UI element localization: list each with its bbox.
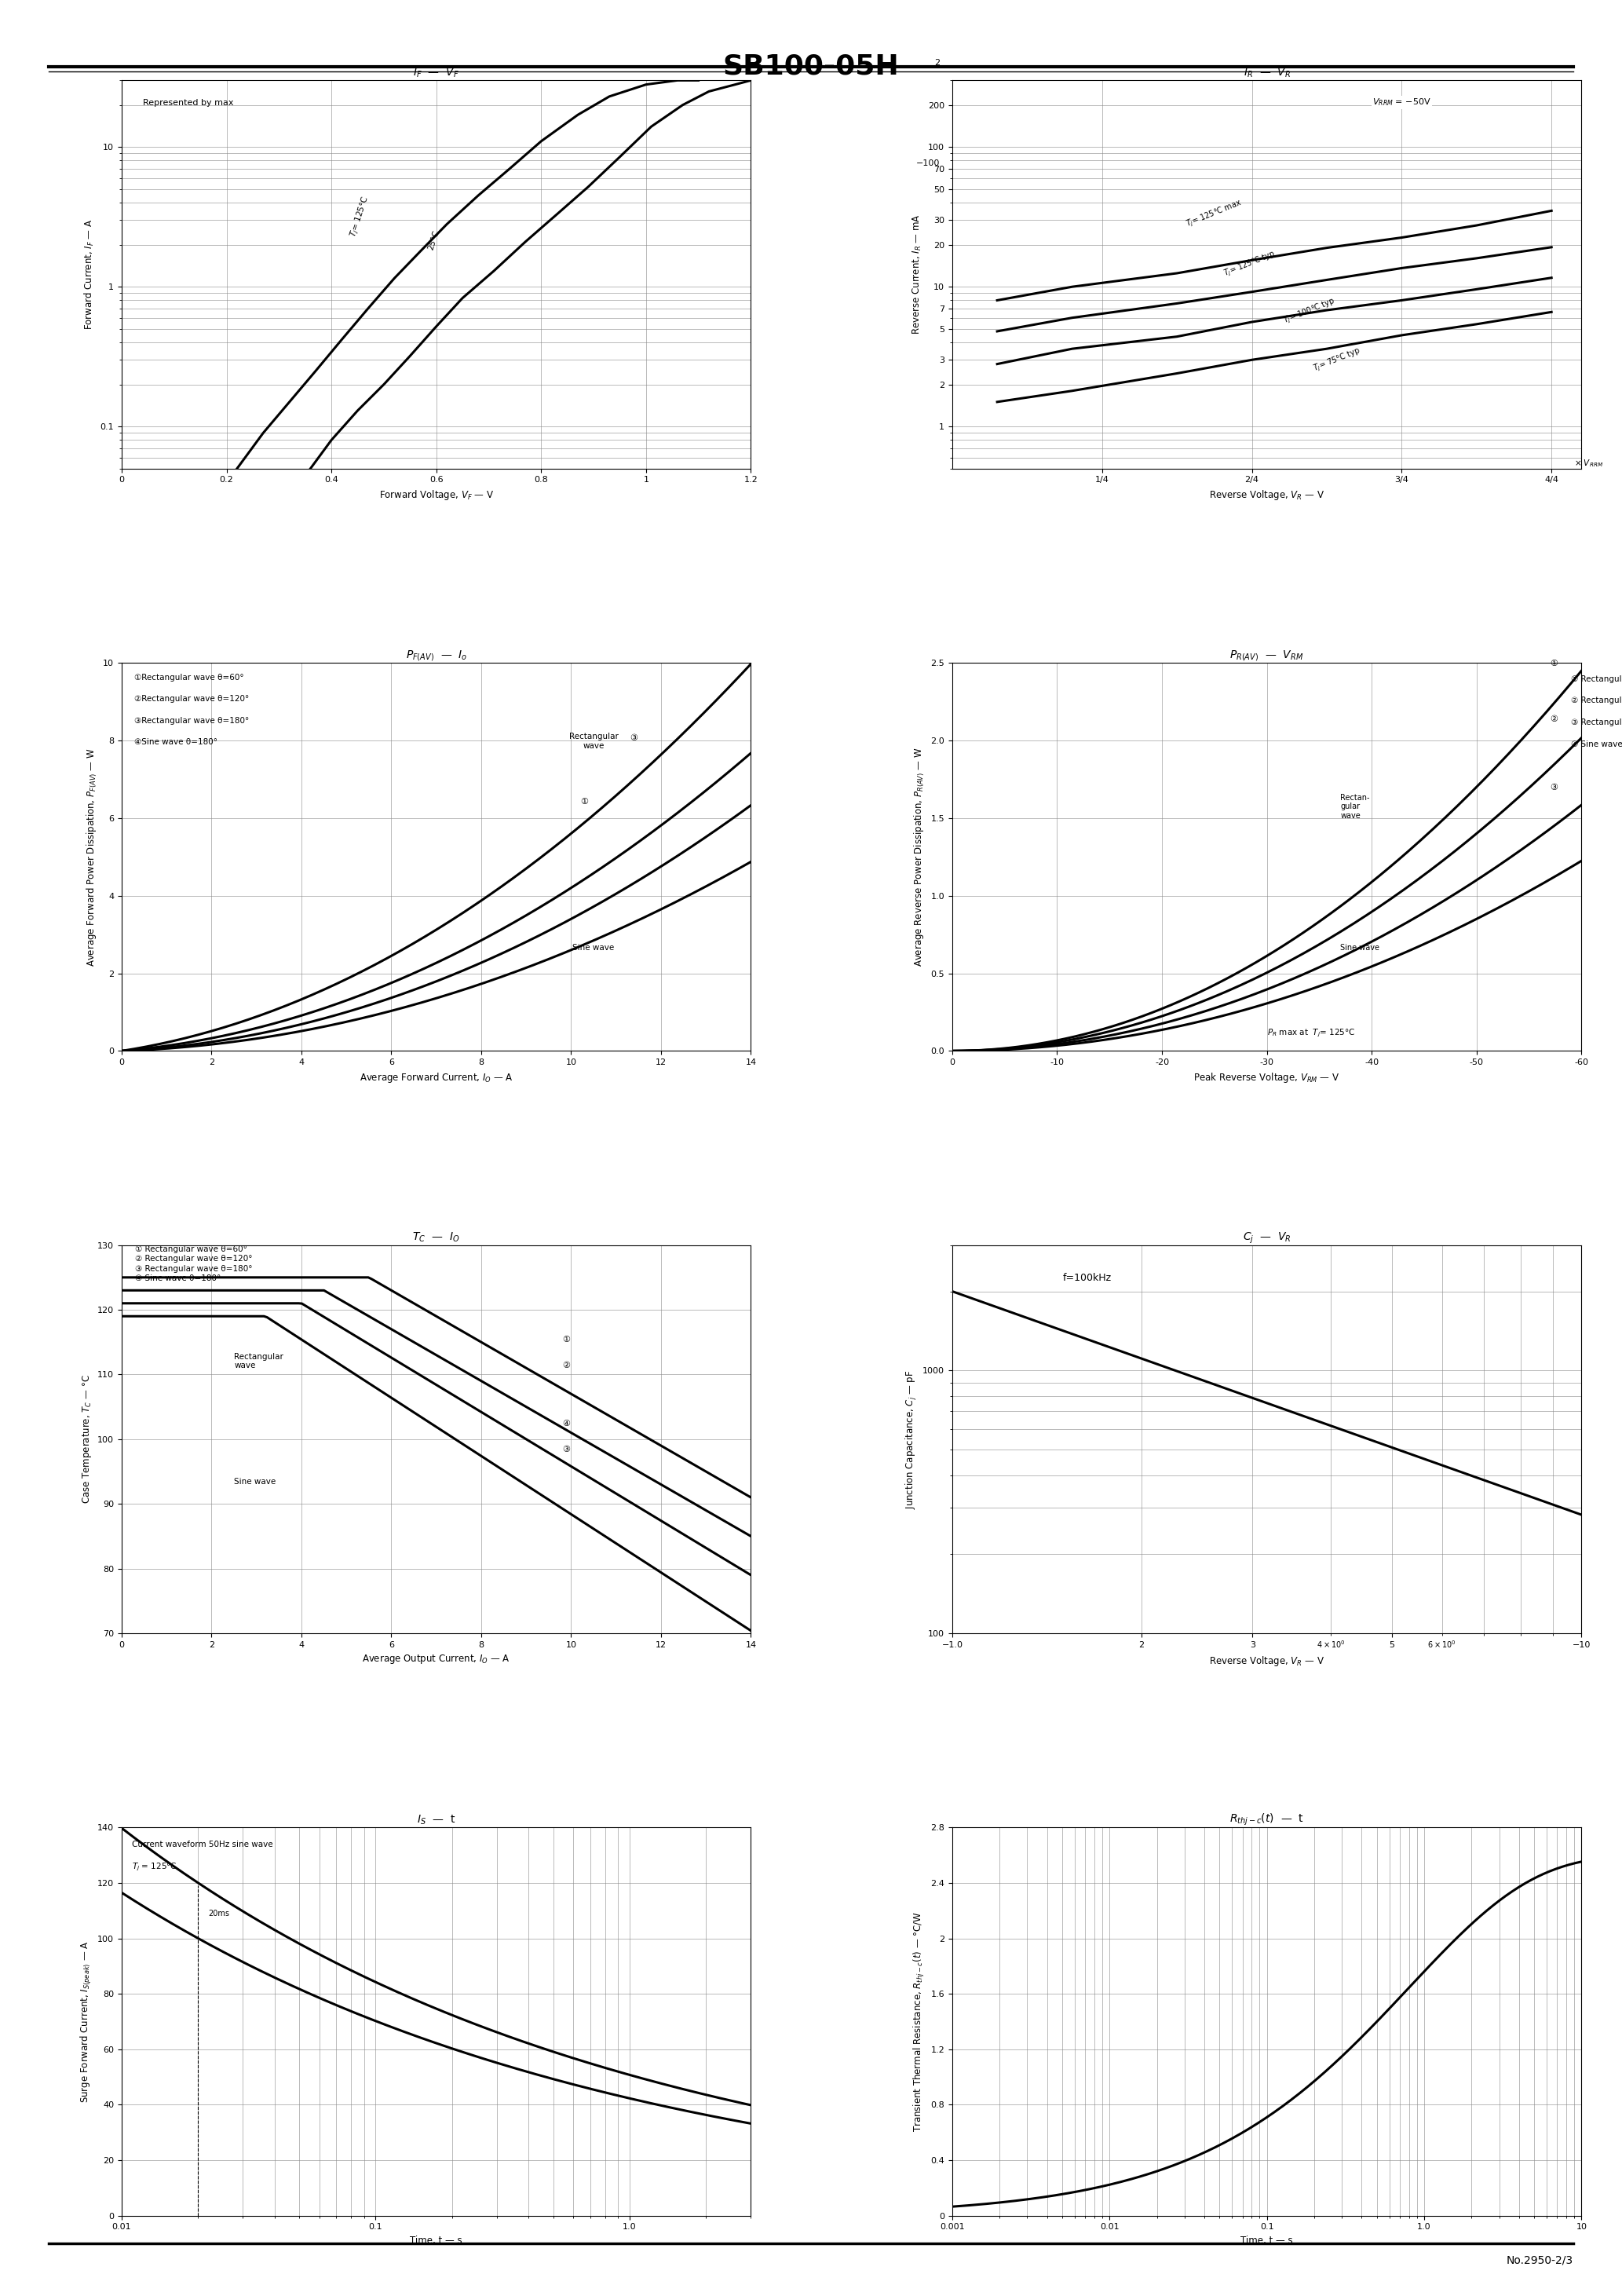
Text: ①Rectangular wave θ=60°: ①Rectangular wave θ=60° [135,675,243,682]
Text: Rectangular
wave: Rectangular wave [569,732,618,751]
Text: $T_j$= 125°C: $T_j$= 125°C [349,195,371,239]
Title: $I_S$  —  t: $I_S$ — t [417,1814,456,1828]
X-axis label: Forward Voltage, $V_F$ — V: Forward Voltage, $V_F$ — V [380,489,493,503]
Text: Current waveform 50Hz sine wave: Current waveform 50Hz sine wave [131,1841,272,1848]
Text: f=100kHz: f=100kHz [1062,1272,1111,1283]
Text: Rectan-
gular
wave: Rectan- gular wave [1340,794,1369,820]
Text: ③: ③ [629,735,637,742]
Text: Sine wave: Sine wave [1340,944,1379,951]
Text: 25°C: 25°C [427,230,441,250]
X-axis label: Time, t — s: Time, t — s [410,2236,462,2245]
Text: ③: ③ [563,1446,569,1453]
Text: −100: −100 [916,158,939,168]
Text: ③ Rectangular wave θ=180°: ③ Rectangular wave θ=180° [1572,719,1622,726]
Text: ①: ① [1551,659,1557,668]
Title: $T_C$  —  $I_O$: $T_C$ — $I_O$ [412,1231,461,1244]
Text: ①: ① [563,1336,569,1343]
Title: $C_j$  —  $V_R$: $C_j$ — $V_R$ [1242,1231,1291,1244]
Text: No.2950-2/3: No.2950-2/3 [1507,2255,1573,2266]
Text: ④ Sine wave θ=180°: ④ Sine wave θ=180° [1572,739,1622,748]
Title: $I_F$  —  $V_F$: $I_F$ — $V_F$ [414,67,459,80]
Text: Rectangular
wave: Rectangular wave [234,1352,284,1371]
X-axis label: Reverse Voltage, $V_R$ — V: Reverse Voltage, $V_R$ — V [1208,489,1325,503]
Text: Represented by max: Represented by max [143,99,234,106]
Text: ②Rectangular wave θ=120°: ②Rectangular wave θ=120° [135,696,250,703]
Text: $T_j$= 100°C typ: $T_j$= 100°C typ [1281,296,1337,326]
Text: $V_{RRM}$ = −50V: $V_{RRM}$ = −50V [1372,96,1431,108]
Text: ②: ② [1551,716,1557,723]
X-axis label: Peak Reverse Voltage, $V_{RM}$ — V: Peak Reverse Voltage, $V_{RM}$ — V [1194,1070,1340,1084]
Text: ③: ③ [1551,783,1557,792]
Text: × $V_{RRM}$: × $V_{RRM}$ [1573,457,1603,468]
Y-axis label: Reverse Current, $I_R$ — mA: Reverse Current, $I_R$ — mA [912,214,923,335]
X-axis label: Average Output Current, $I_O$ — A: Average Output Current, $I_O$ — A [362,1653,511,1665]
Text: $T_j$= 125°C typ: $T_j$= 125°C typ [1221,248,1277,280]
Text: ④Sine wave θ=180°: ④Sine wave θ=180° [135,737,217,746]
Text: $T_j$= 125°C max: $T_j$= 125°C max [1184,197,1244,230]
X-axis label: Reverse Voltage, $V_R$ — V: Reverse Voltage, $V_R$ — V [1208,1655,1325,1667]
Text: Sine wave: Sine wave [573,944,615,951]
Text: ① Rectangular wave θ=300°: ① Rectangular wave θ=300° [1572,675,1622,682]
Text: ②: ② [563,1362,569,1371]
Y-axis label: Average Reverse Power Dissipation, $P_{R(AV)}$ — W: Average Reverse Power Dissipation, $P_{R… [913,746,926,967]
Text: ①: ① [581,799,587,806]
Text: ③Rectangular wave θ=180°: ③Rectangular wave θ=180° [135,716,250,726]
Text: ② Rectangular wave θ=240°: ② Rectangular wave θ=240° [1572,696,1622,705]
X-axis label: Average Forward Current, $I_O$ — A: Average Forward Current, $I_O$ — A [360,1070,513,1084]
Y-axis label: Surge Forward Current, $I_{S(peak)}$ — A: Surge Forward Current, $I_{S(peak)}$ — A [79,1940,92,2103]
Text: ① Rectangular wave θ=60°: ① Rectangular wave θ=60° [135,1244,247,1254]
Text: $T_j$= 75°C typ: $T_j$= 75°C typ [1312,344,1362,374]
Title: $P_{F(AV)}$  —  $I_o$: $P_{F(AV)}$ — $I_o$ [406,647,467,664]
Title: $P_{R(AV)}$  —  $V_{RM}$: $P_{R(AV)}$ — $V_{RM}$ [1229,647,1304,664]
Text: $T_j$ = 125°C: $T_j$ = 125°C [131,1862,177,1874]
Text: 2: 2 [934,60,939,67]
Text: 20ms: 20ms [209,1910,230,1917]
Title: $R_{thj-c}(t)$  —  t: $R_{thj-c}(t)$ — t [1229,1812,1304,1828]
Text: $P_R$ max at  $T_j$= 125°C: $P_R$ max at $T_j$= 125°C [1267,1029,1354,1040]
Text: SB100-05H: SB100-05H [723,53,899,80]
Y-axis label: Forward Current, $I_F$ — A: Forward Current, $I_F$ — A [83,218,96,331]
Y-axis label: Transient Thermal Resistance, $R_{thj-c}(t)$ — °C/W: Transient Thermal Resistance, $R_{thj-c}… [912,1910,926,2131]
Text: ③ Rectangular wave θ=180°: ③ Rectangular wave θ=180° [135,1265,253,1272]
Y-axis label: Case Temperature, $T_C$ — °C: Case Temperature, $T_C$ — °C [81,1375,92,1504]
Text: ④: ④ [563,1419,569,1428]
Y-axis label: Average Forward Power Dissipation, $P_{F(AV)}$ — W: Average Forward Power Dissipation, $P_{F… [86,748,99,967]
Text: ④ Sine wave θ=180°: ④ Sine wave θ=180° [135,1274,221,1281]
Text: Sine wave: Sine wave [234,1479,276,1486]
Title: $I_R$  —  $V_R$: $I_R$ — $V_R$ [1242,67,1291,80]
Text: ② Rectangular wave θ=120°: ② Rectangular wave θ=120° [135,1256,253,1263]
Y-axis label: Junction Capacitance, $C_j$ — pF: Junction Capacitance, $C_j$ — pF [903,1368,918,1508]
X-axis label: Time, t — s: Time, t — s [1241,2236,1293,2245]
